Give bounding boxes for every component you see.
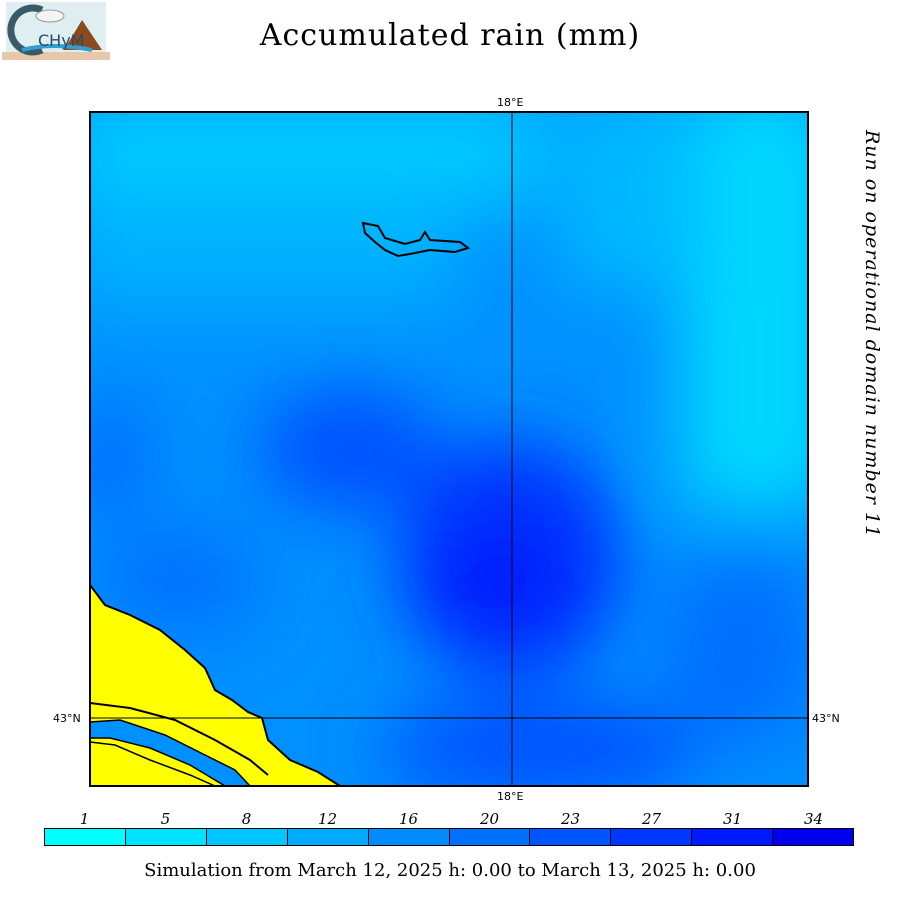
legend-label: 34 (803, 810, 824, 828)
chym-logo: CHyM (2, 2, 110, 60)
simulation-period: Simulation from March 12, 2025 h: 0.00 t… (144, 860, 756, 881)
rain-field (90, 112, 808, 786)
legend-swatch (530, 829, 612, 845)
page-title: Accumulated rain (mm) (259, 18, 641, 53)
legend-label: 27 (641, 810, 662, 828)
svg-text:CHyM: CHyM (38, 31, 84, 50)
legend-label: 1 (79, 810, 90, 828)
legend-swatch (368, 829, 450, 845)
legend-label: 8 (241, 810, 252, 828)
lat-label-left: 43°N (53, 712, 81, 725)
legend-swatch (611, 829, 693, 845)
lon-label-top: 18°E (497, 96, 524, 109)
map-frame (89, 111, 809, 787)
legend-label: 16 (398, 810, 419, 828)
legend-label: 5 (160, 810, 171, 828)
legend-label: 23 (560, 810, 581, 828)
legend-label: 12 (317, 810, 338, 828)
island-outline (361, 221, 471, 258)
legend-swatch (773, 829, 854, 845)
legend-swatch (287, 829, 369, 845)
legend-swatch (45, 829, 126, 845)
lon-label-bottom: 18°E (497, 790, 524, 803)
legend-label: 20 (479, 810, 500, 828)
legend-label: 31 (722, 810, 743, 828)
legend-swatch (206, 829, 288, 845)
color-legend (44, 828, 854, 846)
run-info: Run on operational domain number 11 (855, 130, 885, 610)
legend-swatch (125, 829, 207, 845)
lat-label-right: 43°N (812, 712, 840, 725)
legend-swatch (449, 829, 531, 845)
run-info-text: Run on operational domain number 11 (861, 130, 883, 539)
legend-swatch (692, 829, 774, 845)
legend-labels: 1 5 8 12 16 20 23 27 31 34 (44, 810, 854, 828)
